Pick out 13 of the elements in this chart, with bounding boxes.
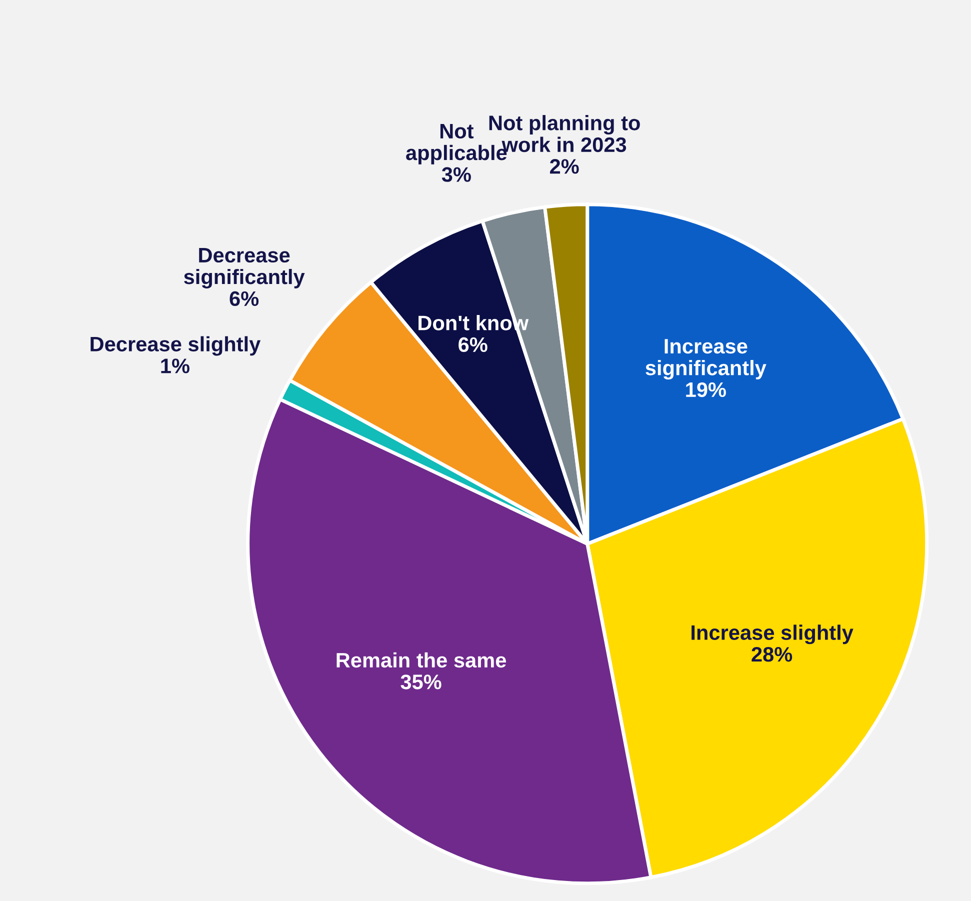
data-label: 6% [458, 337, 488, 352]
data-label: 3% [442, 167, 471, 182]
slice-label: Decrease slightly [90, 336, 261, 356]
data-label: 2% [550, 159, 579, 174]
slice-label: Decrease significantly [184, 248, 305, 288]
data-label: 19% [686, 382, 726, 398]
slice-label: Increase slightly [692, 624, 854, 644]
slice-label: Remain the same [336, 652, 506, 668]
data-label: 6% [230, 291, 259, 306]
slice-label: Increase significantly [646, 339, 766, 380]
data-label: 28% [752, 647, 792, 662]
data-label: 35% [400, 674, 442, 690]
data-label: 1% [161, 358, 190, 374]
